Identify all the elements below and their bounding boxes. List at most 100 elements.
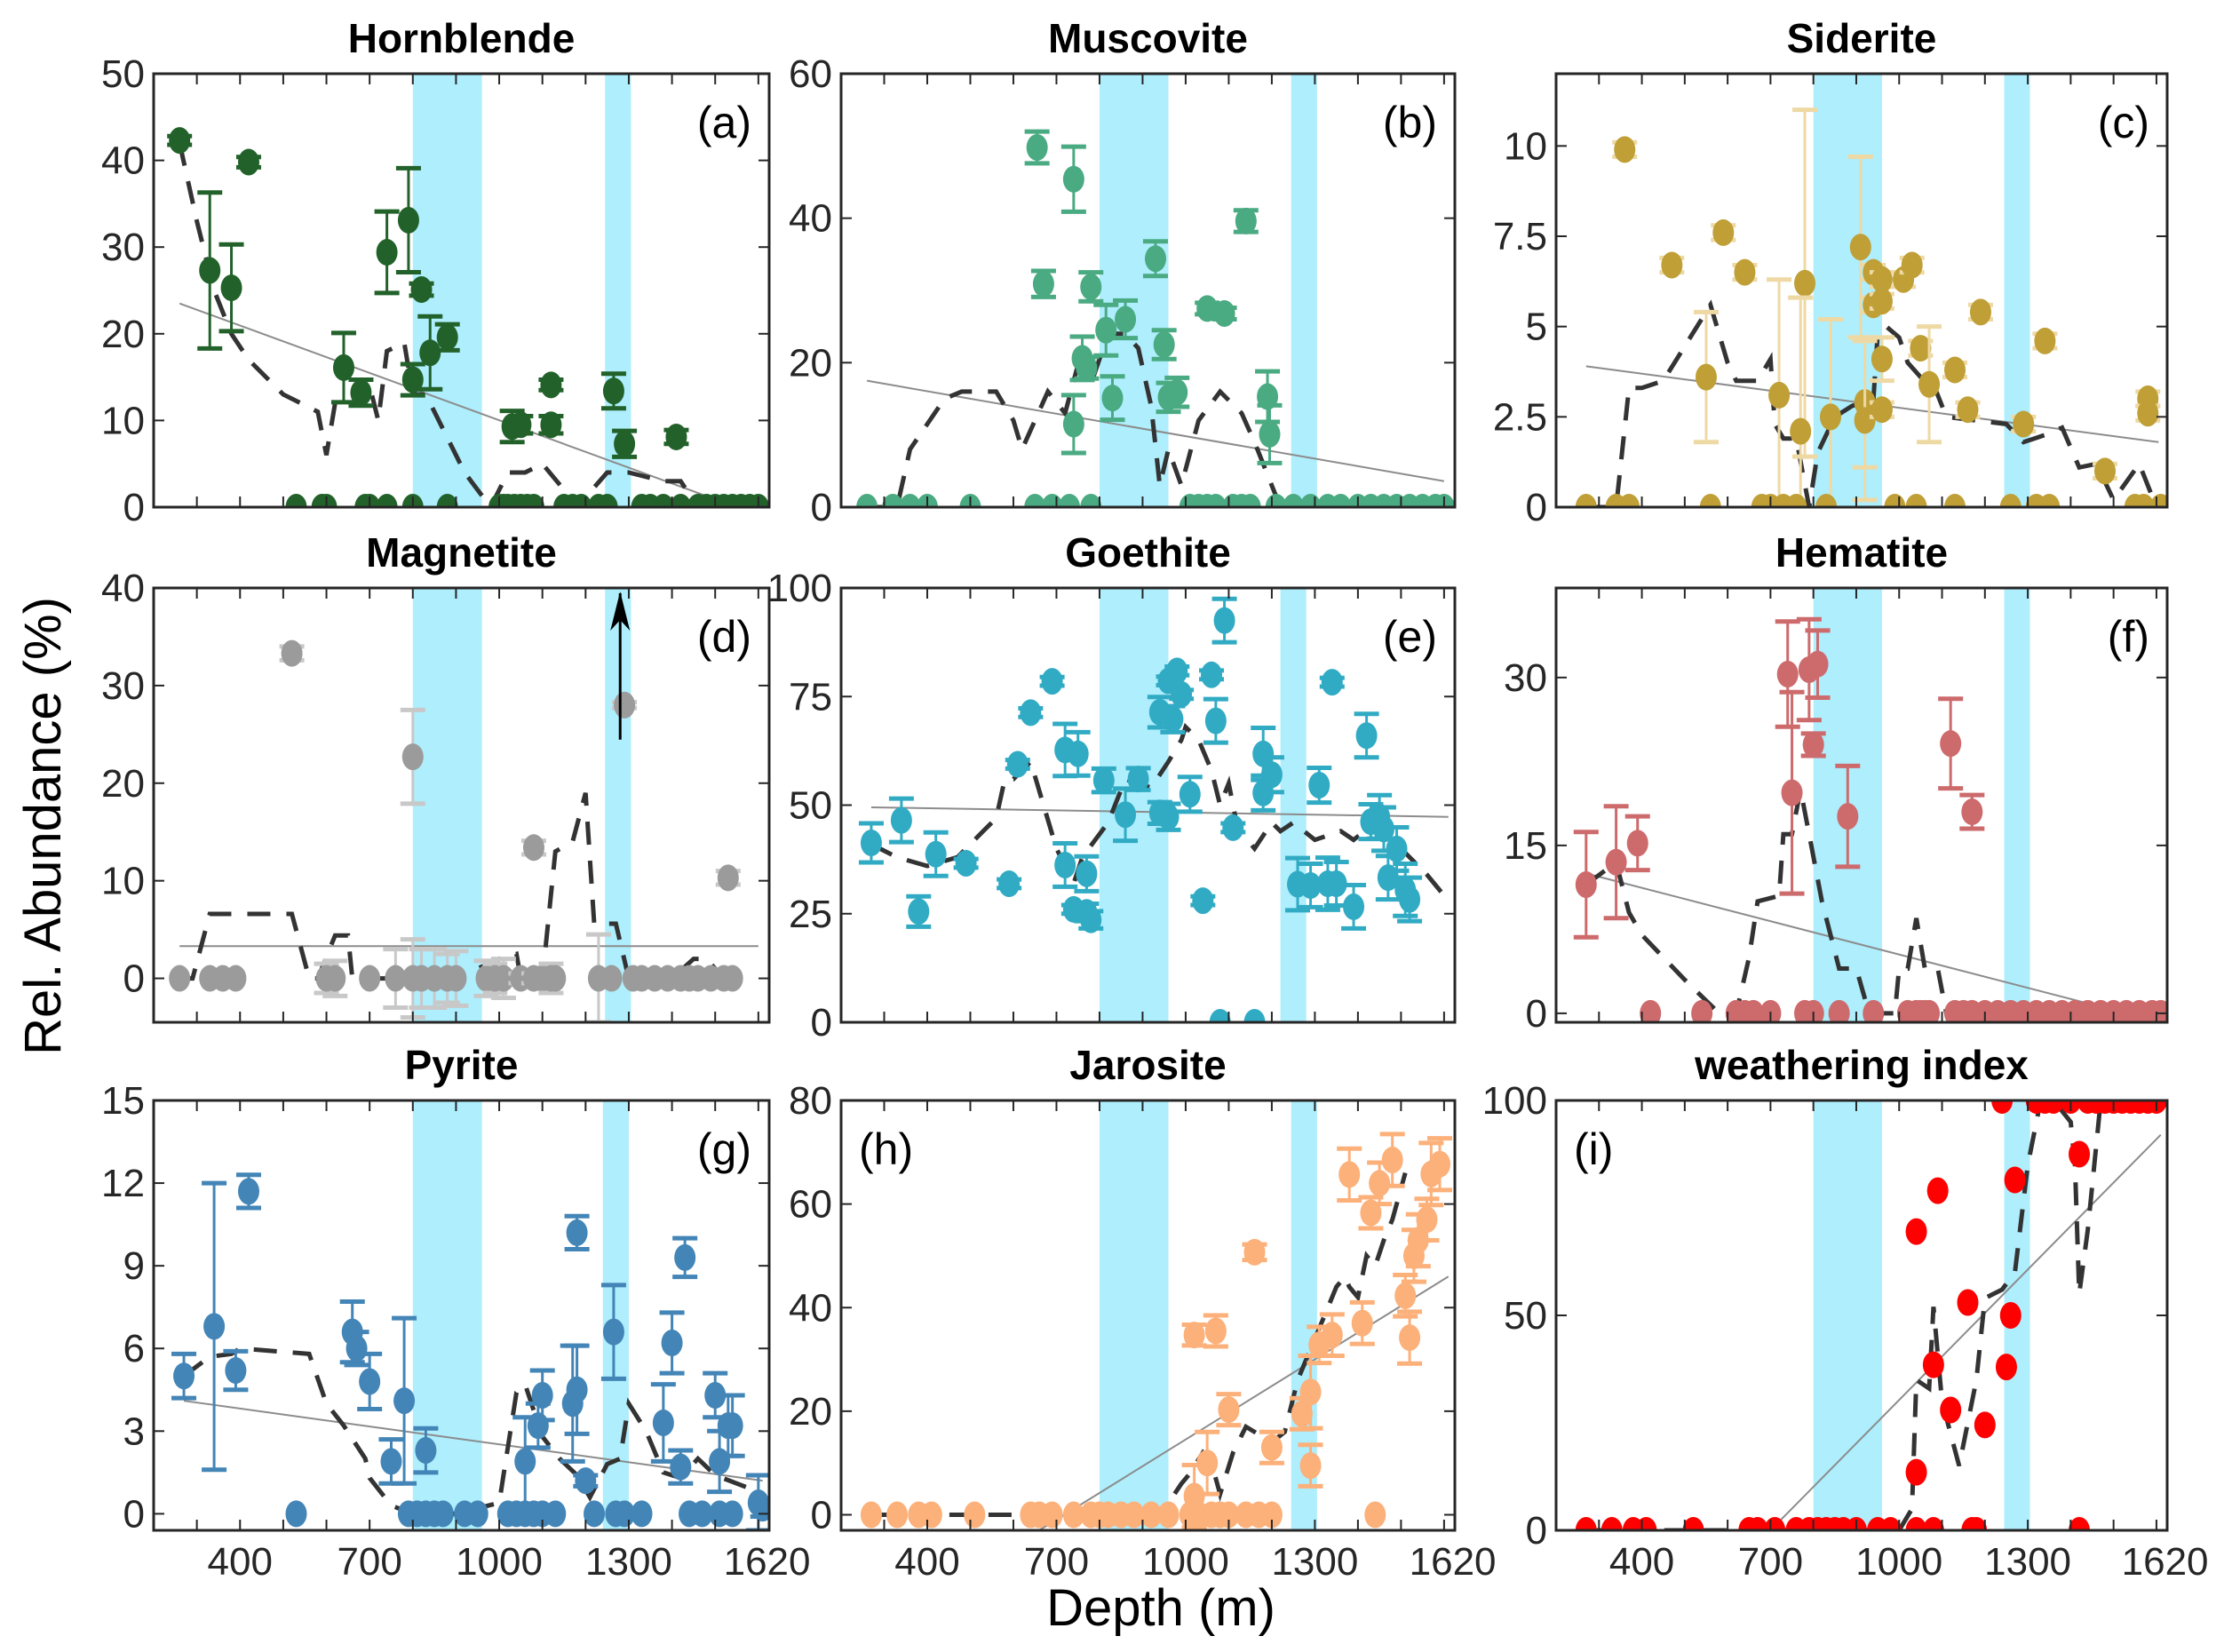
data-point bbox=[1901, 251, 1923, 279]
data-point bbox=[1999, 494, 2022, 507]
axes-frame bbox=[1554, 586, 2169, 1024]
data-point bbox=[1308, 772, 1330, 799]
data-point bbox=[1399, 1324, 1421, 1352]
data-point bbox=[1394, 1282, 1417, 1309]
data-point bbox=[584, 1500, 606, 1528]
data-point bbox=[540, 371, 562, 399]
data-point bbox=[1006, 751, 1029, 778]
data-point bbox=[670, 494, 692, 507]
data-point bbox=[1299, 1452, 1322, 1480]
plot-area bbox=[860, 1132, 1453, 1530]
data-point bbox=[1127, 766, 1149, 793]
data-point bbox=[1260, 761, 1283, 789]
panel-title: Muscovite bbox=[1048, 15, 1248, 61]
highlight-band bbox=[1291, 74, 1317, 507]
data-point bbox=[2149, 999, 2167, 1022]
data-point bbox=[1790, 417, 1812, 445]
data-point bbox=[1259, 420, 1281, 448]
data-point bbox=[1166, 657, 1188, 685]
plot-area bbox=[856, 129, 1455, 507]
data-point bbox=[1076, 860, 1098, 887]
data-point bbox=[544, 1500, 567, 1528]
data-point bbox=[401, 366, 424, 393]
data-point bbox=[1201, 661, 1223, 688]
y-tick-label: 15 bbox=[1504, 824, 1547, 868]
data-point bbox=[596, 494, 618, 507]
data-point bbox=[1966, 1517, 1988, 1530]
data-point bbox=[1222, 814, 1244, 841]
data-point bbox=[1140, 1501, 1163, 1529]
data-point bbox=[1325, 870, 1347, 898]
data-point bbox=[1734, 258, 1756, 286]
data-point bbox=[1166, 378, 1188, 406]
data-point bbox=[899, 494, 921, 507]
y-axis-label: Rel. Abundance (%) bbox=[14, 597, 72, 1055]
data-point bbox=[674, 1243, 696, 1271]
data-point bbox=[1095, 316, 1117, 344]
data-point bbox=[1162, 705, 1184, 733]
data-point bbox=[691, 1500, 713, 1528]
y-tick-label: 0 bbox=[123, 957, 145, 1001]
panel-f: 0 15 30 Hematite (f) bbox=[1504, 529, 2169, 1036]
y-tick-label: 60 bbox=[789, 1183, 832, 1227]
data-point bbox=[1330, 494, 1352, 507]
data-point bbox=[665, 423, 687, 450]
x-tick-label: 1300 bbox=[585, 1540, 672, 1584]
x-axis-label: Depth (m) bbox=[1046, 1579, 1275, 1637]
data-point bbox=[1957, 1289, 1979, 1316]
data-point bbox=[751, 1495, 769, 1522]
data-point bbox=[1123, 1501, 1145, 1529]
data-point bbox=[1283, 494, 1305, 507]
data-point bbox=[1020, 699, 1042, 727]
data-point bbox=[1944, 356, 1966, 384]
arrow-up-icon bbox=[610, 592, 631, 631]
data-point bbox=[1969, 298, 1991, 326]
x-tick-label: 700 bbox=[337, 1540, 401, 1584]
panel-title: Magnetite bbox=[366, 529, 557, 576]
data-point bbox=[998, 870, 1021, 898]
highlight-band bbox=[1099, 1100, 1169, 1530]
data-point bbox=[1614, 136, 1636, 163]
data-point bbox=[1781, 779, 1803, 806]
data-point bbox=[1196, 1449, 1219, 1477]
moving-average-line bbox=[1585, 789, 2157, 1016]
panel-title: Pyrite bbox=[405, 1042, 519, 1088]
data-point bbox=[1768, 381, 1791, 409]
y-tick-label: 0 bbox=[811, 1494, 832, 1537]
axes-frame bbox=[839, 1099, 1457, 1532]
y-tick-label: 10 bbox=[101, 399, 145, 442]
data-point bbox=[1062, 410, 1084, 438]
data-point bbox=[570, 494, 592, 507]
y-tick-label: 7.5 bbox=[1493, 215, 1547, 258]
y-tick-label: 12 bbox=[101, 1162, 145, 1205]
data-point bbox=[1299, 871, 1322, 899]
data-point bbox=[1364, 1501, 1386, 1529]
data-point bbox=[1944, 494, 1966, 507]
data-point bbox=[203, 1313, 226, 1340]
y-tick-label: 2.5 bbox=[1493, 395, 1547, 439]
trend-line bbox=[179, 302, 737, 507]
data-point bbox=[721, 1412, 743, 1440]
y-tick-label: 100 bbox=[767, 567, 832, 610]
y-tick-label: 40 bbox=[789, 1286, 832, 1330]
x-tick-label: 1000 bbox=[456, 1540, 543, 1584]
data-point bbox=[1213, 607, 1235, 634]
data-point bbox=[385, 965, 407, 992]
data-point bbox=[1192, 887, 1214, 915]
data-point bbox=[1171, 680, 1193, 708]
data-point bbox=[1635, 1517, 1657, 1530]
data-point bbox=[510, 411, 532, 439]
data-point bbox=[285, 494, 307, 507]
data-point bbox=[600, 965, 623, 992]
data-point bbox=[882, 494, 904, 507]
data-point bbox=[860, 830, 882, 857]
data-point bbox=[1204, 494, 1227, 507]
data-point bbox=[397, 206, 419, 234]
plot-area bbox=[1573, 616, 2167, 1022]
data-point bbox=[955, 850, 977, 878]
data-point bbox=[925, 840, 947, 868]
data-point bbox=[602, 377, 624, 405]
data-point bbox=[2038, 494, 2061, 507]
data-point bbox=[199, 257, 221, 284]
